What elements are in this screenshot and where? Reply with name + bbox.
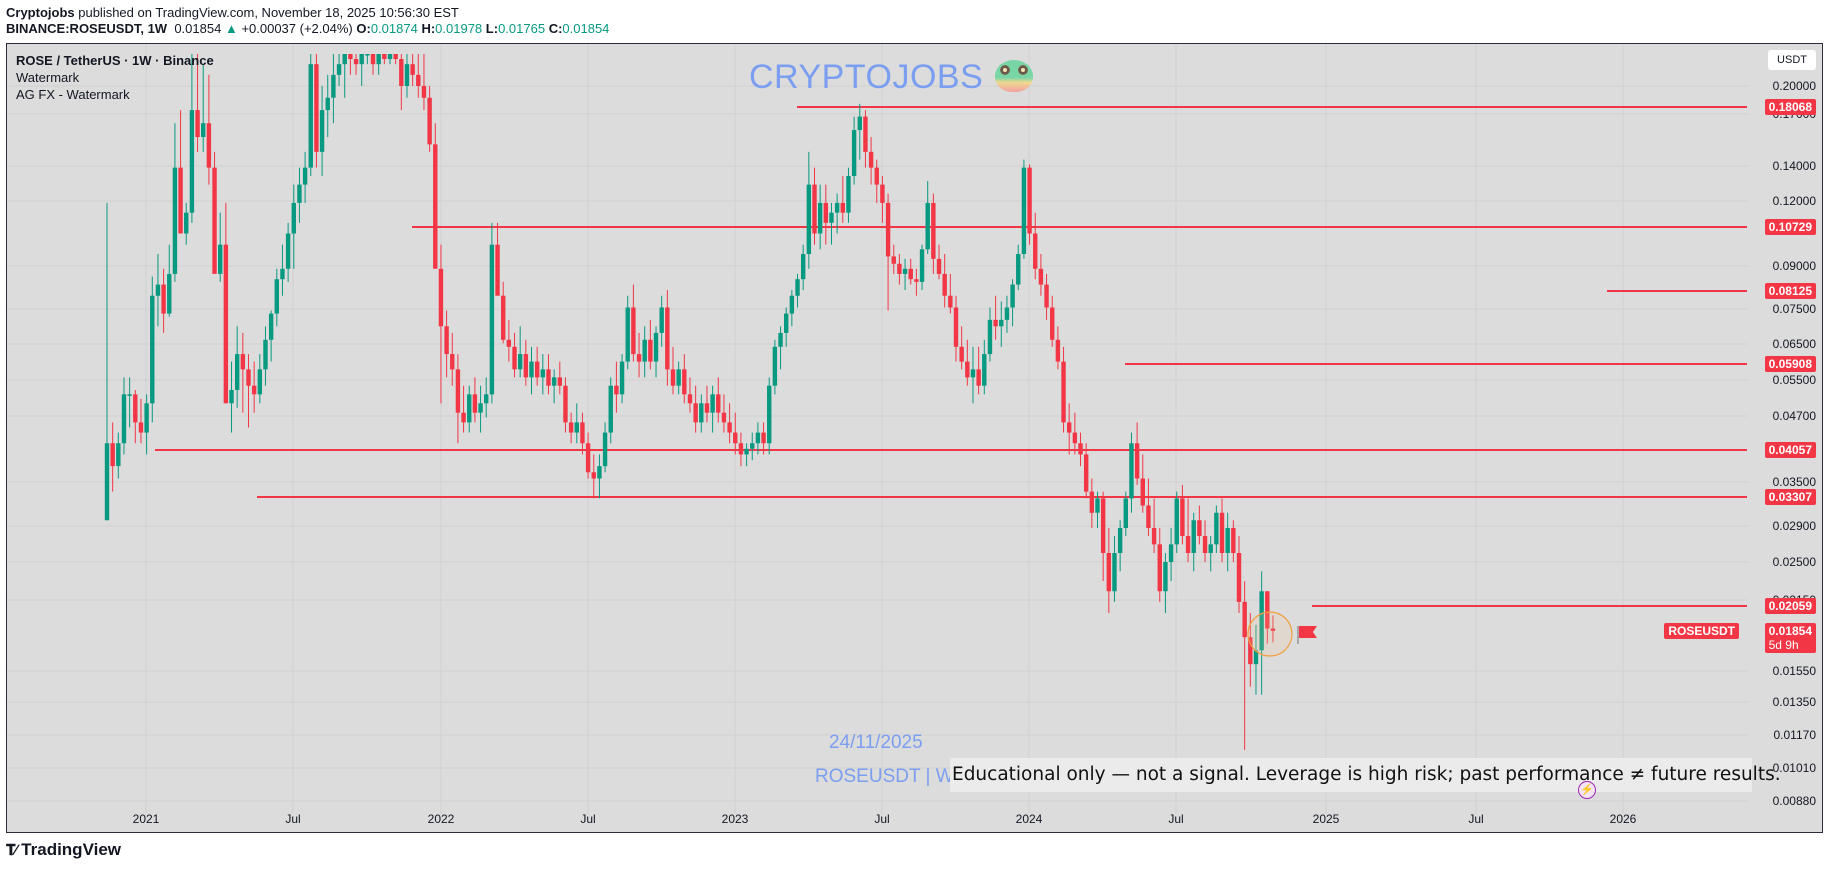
price-axis-label: 0.01170 [1773, 728, 1817, 742]
tradingview-footer-logo: 𝐓∕ TradingView [6, 840, 121, 860]
price-axis-label: 0.09000 [1772, 259, 1816, 273]
legend-title: ROSE / TetherUS · 1W · Binance [16, 53, 214, 68]
price-axis-label: 0.05500 [1772, 373, 1816, 387]
level-price-tag: 0.04057 [1764, 442, 1816, 458]
current-price: 0.01854 [1768, 624, 1812, 638]
high-label: H: [421, 21, 436, 36]
level-price-tag: 0.18068 [1764, 99, 1816, 115]
close-value: 0.01854 [562, 21, 610, 36]
low-value: 0.01765 [498, 21, 546, 36]
price-axis-label: 0.02900 [1772, 519, 1816, 533]
up-arrow-icon: ▲ [224, 21, 238, 36]
published-text: published on TradingView.com, November 1… [74, 5, 459, 20]
level-price-tag: 0.08125 [1764, 283, 1816, 299]
time-axis-label: Jul [580, 812, 596, 826]
level-price-tag: 0.10729 [1764, 219, 1816, 235]
price-axis-label: 0.06500 [1772, 337, 1816, 351]
brand-text: CRYPTOJOBS [749, 58, 984, 96]
current-price-tag: 0.01854 5d 9h [1764, 623, 1816, 653]
publisher-name: Cryptojobs [6, 5, 75, 20]
price-change: +0.00037 (+2.04%) [241, 21, 353, 36]
price-axis-label: 0.12000 [1772, 194, 1816, 208]
low-label: L: [485, 21, 499, 36]
price-axis-label: 0.01010 [1772, 761, 1816, 775]
symbol-ohlc-line: BINANCE:ROSEUSDT, 1W 0.01854 ▲ +0.00037 … [6, 21, 609, 36]
chart-pane[interactable]: ROSE / TetherUS · 1W · Binance Watermark… [6, 43, 1823, 833]
lightning-event-icon[interactable]: ⚡ [1578, 781, 1596, 799]
time-axis-label: 2026 [1609, 812, 1637, 826]
last-price: 0.01854 [174, 21, 222, 36]
time-axis-label: Jul [285, 812, 301, 826]
open-value: 0.01874 [370, 21, 418, 36]
open-label: O: [356, 21, 371, 36]
time-axis-label: 2024 [1015, 812, 1043, 826]
price-axis-label: 0.20000 [1772, 79, 1816, 93]
symbol-label: BINANCE:ROSEUSDT, 1W [6, 21, 168, 36]
price-axis-label: 0.03500 [1772, 475, 1816, 489]
symbol-watermark: ROSEUSDT | W [815, 766, 954, 787]
price-axis-label: 0.01550 [1772, 664, 1816, 678]
time-axis-label: 2025 [1312, 812, 1340, 826]
level-price-tag: 0.02059 [1764, 598, 1816, 614]
legend-agfx-watermark: AG FX - Watermark [16, 87, 130, 102]
time-axis-label: 2022 [427, 812, 455, 826]
price-axis-label: 0.07500 [1772, 302, 1816, 316]
high-value: 0.01978 [435, 21, 483, 36]
chart-legend: ROSE / TetherUS · 1W · Binance Watermark… [16, 52, 214, 103]
candlestick-plot[interactable] [7, 44, 1823, 833]
time-axis-label: Jul [1468, 812, 1484, 826]
time-axis-label: Jul [1168, 812, 1184, 826]
currency-button[interactable]: USDT [1768, 50, 1816, 70]
time-axis-label: 2023 [721, 812, 749, 826]
bar-countdown: 5d 9h [1768, 638, 1799, 652]
brand-watermark: CRYPTOJOBS [749, 58, 1034, 97]
level-price-tag: 0.05908 [1764, 356, 1816, 372]
level-price-tag: 0.03307 [1764, 489, 1816, 505]
close-label: C: [548, 21, 563, 36]
symbol-tag: ROSEUSDT [1664, 623, 1739, 639]
tradingview-logo-icon: 𝐓∕ [6, 841, 17, 859]
legend-watermark: Watermark [16, 70, 80, 85]
disclaimer-banner: Educational only — not a signal. Leverag… [950, 758, 1781, 792]
tradingview-wordmark: TradingView [21, 840, 121, 859]
frog-icon [995, 60, 1034, 93]
time-axis-label: Jul [874, 812, 890, 826]
date-watermark: 24/11/2025 [829, 732, 923, 753]
price-axis-label: 0.01350 [1772, 695, 1816, 709]
price-axis-label: 0.04700 [1772, 409, 1816, 423]
price-axis-label: 0.00880 [1772, 794, 1816, 808]
price-axis-label: 0.14000 [1772, 159, 1816, 173]
price-axis-label: 0.02500 [1772, 555, 1816, 569]
time-axis-label: 2021 [132, 812, 160, 826]
publish-info: Cryptojobs published on TradingView.com,… [6, 5, 459, 20]
